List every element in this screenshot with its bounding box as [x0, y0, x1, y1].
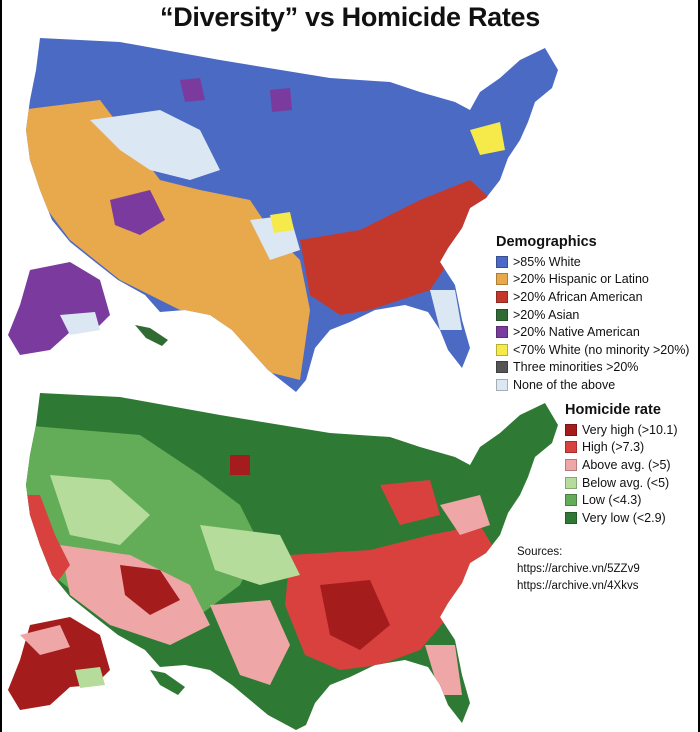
legend-item: >20% African American	[496, 288, 689, 306]
legend-swatch	[565, 511, 577, 524]
homicide-legend-title: Homicide rate	[565, 402, 661, 418]
source-link[interactable]: https://archive.vn/4Xkvs	[517, 580, 639, 592]
region-no-majority-east	[470, 122, 505, 155]
legend-item: Low (<4.3)	[565, 491, 678, 509]
demographics-legend-title: Demographics	[496, 234, 597, 250]
region-very-high-southwest	[120, 565, 180, 615]
legend-label: Below avg. (<5)	[582, 475, 670, 490]
legend-item: High (>7.3)	[565, 439, 678, 457]
region-below-avg-plains	[200, 525, 300, 585]
source-link[interactable]: https://archive.vn/5ZZv9	[517, 563, 640, 575]
legend-swatch	[496, 290, 508, 303]
legend-label: >20% Native American	[513, 325, 640, 340]
legend-swatch	[496, 361, 508, 374]
region-native-southwest	[110, 190, 165, 235]
demographics-legend: Demographics >85% White >20% Hispanic or…	[496, 234, 689, 394]
legend-item: >20% Hispanic or Latino	[496, 271, 689, 289]
region-asian-california	[18, 158, 24, 172]
homicide-regions	[26, 393, 558, 730]
hawaii-demographics	[135, 325, 168, 346]
legend-swatch	[496, 343, 508, 356]
legend-swatch	[496, 378, 508, 391]
region-above-avg-florida	[425, 645, 462, 695]
region-hispanic-southwest	[26, 100, 310, 380]
legend-label: None of the above	[513, 377, 616, 392]
region-very-high-delta	[320, 580, 390, 650]
sources-label: Sources:	[517, 546, 563, 558]
legend-item: Very high (>10.1)	[565, 421, 678, 439]
legend-item: >20% Asian	[496, 306, 689, 324]
region-below-avg-west	[50, 475, 150, 545]
legend-label: High (>7.3)	[582, 440, 645, 455]
region-above-avg-east	[440, 495, 490, 535]
demographics-map	[8, 38, 558, 392]
legend-swatch	[496, 273, 508, 286]
left-border	[0, 0, 2, 732]
alaska-none-area	[60, 312, 100, 335]
homicide-legend: Homicide rate Very high (>10.1) High (>7…	[565, 402, 678, 527]
right-border	[698, 0, 700, 732]
legend-item: <70% White (no minority >20%)	[496, 341, 689, 359]
legend-item: >85% White	[496, 253, 689, 271]
region-high-california	[26, 495, 70, 585]
region-none-florida	[430, 290, 462, 330]
legend-label: >20% African American	[513, 289, 643, 304]
legend-item: None of the above	[496, 376, 689, 394]
alaska-below-avg-area	[75, 667, 105, 688]
legend-item: Above avg. (>5)	[565, 456, 678, 474]
region-no-majority-oklahoma	[270, 212, 294, 233]
legend-label: >85% White	[513, 254, 581, 269]
legend-label: >20% Hispanic or Latino	[513, 272, 649, 287]
legend-label: Very low (<2.9)	[582, 510, 666, 525]
region-african-american-south	[300, 180, 492, 315]
legend-swatch	[496, 255, 508, 268]
region-above-avg-texas	[210, 600, 290, 685]
legend-label: Low (<4.3)	[582, 493, 642, 508]
region-none-west	[90, 110, 220, 180]
region-native-north	[180, 78, 205, 102]
region-native-dakota	[270, 88, 292, 112]
legend-item: Very low (<2.9)	[565, 509, 678, 527]
legend-label: Above avg. (>5)	[582, 457, 671, 472]
hawaii-homicide	[150, 670, 185, 695]
alaska-demographics	[8, 262, 110, 355]
legend-swatch	[496, 326, 508, 339]
legend-item: Below avg. (<5)	[565, 474, 678, 492]
region-very-high-dakota	[230, 455, 250, 475]
legend-swatch	[565, 441, 577, 454]
legend-swatch	[565, 476, 577, 489]
legend-swatch	[496, 308, 508, 321]
legend-swatch	[565, 423, 577, 436]
alaska-above-avg-area	[20, 625, 70, 655]
legend-label: <70% White (no minority >20%)	[513, 342, 690, 357]
sources-block: Sources: https://archive.vn/5ZZv9 https:…	[517, 544, 640, 595]
page-title: “Diversity” vs Homicide Rates	[160, 2, 540, 32]
region-high-midwest	[380, 480, 440, 525]
legend-label: >20% Asian	[513, 307, 580, 322]
legend-item: Three minorities >20%	[496, 359, 689, 377]
legend-item: >20% Native American	[496, 323, 689, 341]
legend-swatch	[565, 494, 577, 507]
legend-label: Very high (>10.1)	[582, 422, 678, 437]
legend-label: Three minorities >20%	[513, 360, 639, 375]
homicide-map	[8, 393, 558, 730]
legend-swatch	[565, 458, 577, 471]
